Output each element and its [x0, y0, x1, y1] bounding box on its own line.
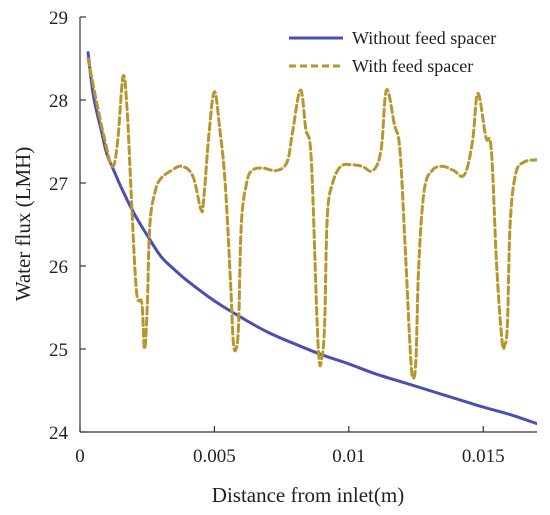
y-tick-label: 27 [49, 174, 68, 195]
y-tick-label: 25 [49, 340, 68, 361]
x-tick-label: 0.01 [332, 446, 365, 467]
x-tick-group: 0 0.005 0.01 0.015 [75, 426, 505, 467]
legend-label-with-feed-spacer: With feed spacer [352, 56, 473, 76]
y-tick-label: 26 [49, 257, 68, 278]
legend-label-without-feed-spacer: Without feed spacer [352, 28, 496, 48]
y-tick-group: 24 25 26 27 28 29 [49, 8, 86, 444]
series-line-with-feed-spacer [86, 57, 537, 380]
y-tick-label: 29 [49, 8, 68, 29]
y-axis-title: Water flux (LMH) [11, 147, 35, 302]
series-layer [86, 51, 537, 426]
x-tick-label: 0.005 [193, 446, 236, 467]
y-tick-label: 28 [49, 91, 68, 112]
y-tick-label: 24 [49, 423, 69, 444]
x-tick-label: 0 [75, 446, 85, 467]
series-line-without-feed-spacer [86, 51, 537, 426]
x-tick-label: 0.015 [462, 446, 505, 467]
x-axis-title: Distance from inlet(m) [212, 483, 404, 507]
legend: Without feed spacer With feed spacer [289, 28, 496, 76]
